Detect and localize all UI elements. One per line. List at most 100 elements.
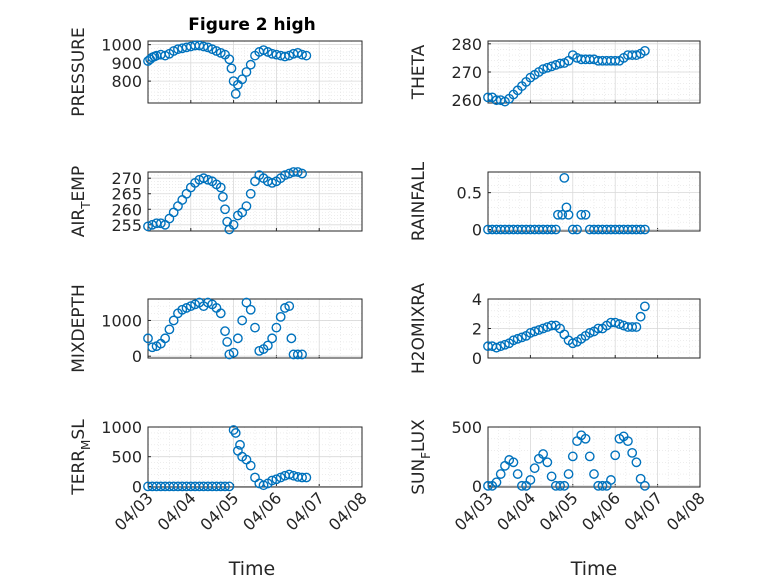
subplot-4: 0 0.5 RAINFALL <box>409 161 701 241</box>
data-point <box>217 191 228 202</box>
data-point <box>230 88 241 99</box>
data-point <box>567 338 578 349</box>
data-point <box>224 54 235 65</box>
data-point <box>584 328 595 338</box>
y-tick-label: 255 <box>111 216 142 235</box>
data-point <box>237 315 248 326</box>
y-axis-label: AIRTEMP <box>69 166 93 237</box>
y-tick-label: 270 <box>111 169 142 188</box>
data-point <box>563 209 574 220</box>
x-tick-label: 04/05 <box>196 488 242 534</box>
data-point <box>245 59 256 70</box>
data-point <box>538 449 549 459</box>
data-point <box>245 304 256 315</box>
y-tick-label: 1000 <box>101 311 142 330</box>
y-tick-label: 270 <box>451 63 482 82</box>
x-tick-label: 04/06 <box>239 488 285 534</box>
x-tick-label: 04/08 <box>663 488 709 534</box>
data-point <box>267 177 278 188</box>
data-point <box>301 472 312 483</box>
data-point <box>203 174 213 185</box>
axes-frame <box>147 426 363 488</box>
data-point <box>220 204 230 215</box>
data-point <box>297 49 307 60</box>
data-point <box>606 475 616 485</box>
y-axis-label: RAINFALL <box>409 161 429 241</box>
data-point <box>297 168 307 179</box>
y-tick-label: 0 <box>472 349 482 368</box>
y-axis-label: TERRMSL <box>69 419 93 496</box>
data-point <box>553 209 563 220</box>
data-point <box>254 345 265 356</box>
data-point <box>245 460 256 471</box>
data-point <box>275 472 286 483</box>
data-point <box>222 337 233 347</box>
subplot-7: 04/0304/0404/0504/0604/0704/0805001000TE… <box>69 418 371 534</box>
y-tick-label: 0 <box>132 347 142 366</box>
data-point <box>155 218 166 229</box>
data-point <box>567 451 578 462</box>
data-point <box>220 326 230 337</box>
subplot-5: 0 1000 MIXDEPTH <box>69 284 363 373</box>
data-point <box>580 209 591 220</box>
data-point <box>529 326 540 337</box>
data-point <box>614 319 625 329</box>
y-tick-label: 0 <box>132 477 142 496</box>
data-point <box>286 333 297 344</box>
data-point <box>555 480 565 491</box>
subplot-8: 04/0304/0404/0504/0604/0704/080500SUNFLU… <box>409 418 709 534</box>
data-point <box>627 447 638 458</box>
data-point <box>168 315 179 326</box>
data-point <box>181 303 192 313</box>
data-point <box>301 50 312 61</box>
data-point <box>546 224 557 235</box>
data-point <box>627 322 638 332</box>
axes-frame <box>147 171 363 232</box>
axes-frame <box>147 40 363 104</box>
data-point <box>559 172 570 183</box>
y-tick-label: 0 <box>472 221 482 240</box>
axes-frame <box>147 298 363 359</box>
data-point <box>292 167 303 177</box>
data-point <box>546 320 557 331</box>
y-tick-label: 500 <box>111 448 142 467</box>
data-point <box>241 297 252 308</box>
y-tick-label: 265 <box>111 185 142 204</box>
data-point <box>589 469 599 479</box>
data-point <box>635 311 646 322</box>
data-point <box>226 63 237 74</box>
y-tick-label: 2 <box>472 320 482 339</box>
data-point <box>623 436 633 447</box>
data-point <box>297 349 307 360</box>
data-point <box>292 349 303 360</box>
y-tick-label: 0 <box>472 477 482 496</box>
x-tick-label: 04/04 <box>154 488 200 534</box>
data-point <box>580 433 591 444</box>
data-point <box>143 333 153 344</box>
x-tick-label: 04/06 <box>578 488 624 534</box>
y-tick-label: 260 <box>111 200 142 219</box>
y-axis-label: H2OMIXRA <box>409 283 429 374</box>
x-tick-label: 04/07 <box>620 488 666 534</box>
y-tick-label: 1000 <box>101 418 142 437</box>
data-point <box>228 219 239 230</box>
data-point <box>542 62 553 73</box>
data-point <box>284 301 295 312</box>
data-point <box>177 304 188 315</box>
data-point <box>557 209 568 220</box>
data-point <box>228 347 239 358</box>
data-point <box>550 224 561 235</box>
data-point <box>512 333 523 344</box>
data-point <box>275 311 286 322</box>
data-point <box>198 41 209 52</box>
y-axis-label: SUNFLUX <box>409 419 433 495</box>
data-point <box>610 55 621 66</box>
y-axis-label: THETA <box>409 44 429 100</box>
x-tick-label: 04/04 <box>493 488 539 534</box>
data-point <box>143 221 153 232</box>
data-point <box>284 469 295 480</box>
y-tick-label: 800 <box>111 72 142 91</box>
